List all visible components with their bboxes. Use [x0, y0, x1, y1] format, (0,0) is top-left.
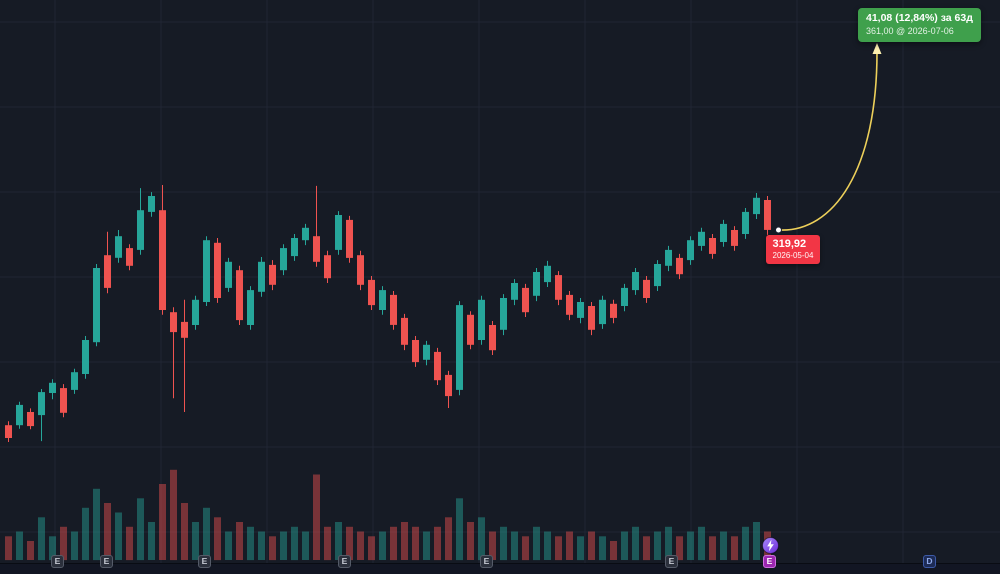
candles: [5, 185, 771, 442]
volume-bars: [5, 469, 771, 561]
last-price-label: 319,92 2026-05-04: [765, 234, 821, 264]
forecast-target-text: 361,00 @ 2026-07-06: [866, 26, 954, 36]
dividend-badge[interactable]: D: [923, 555, 936, 568]
last-price-date: 2026-05-04: [772, 250, 814, 260]
earnings-badge[interactable]: E: [338, 555, 351, 568]
last-price-value: 319,92: [772, 237, 807, 250]
forecast-change-text: 41,08 (12,84%) за 63д: [866, 12, 973, 24]
lightning-icon[interactable]: [762, 537, 779, 554]
earnings-badge[interactable]: E: [51, 555, 64, 568]
earnings-badge[interactable]: E: [665, 555, 678, 568]
earnings-badge[interactable]: E: [100, 555, 113, 568]
earnings-badge[interactable]: E: [198, 555, 211, 568]
earnings-badge-next[interactable]: E: [763, 555, 776, 568]
earnings-badge[interactable]: E: [480, 555, 493, 568]
time-axis[interactable]: [0, 563, 1000, 574]
forecast-label[interactable]: 41,08 (12,84%) за 63д 361,00 @ 2026-07-0…: [858, 8, 981, 42]
forecast-curve: [775, 43, 882, 234]
